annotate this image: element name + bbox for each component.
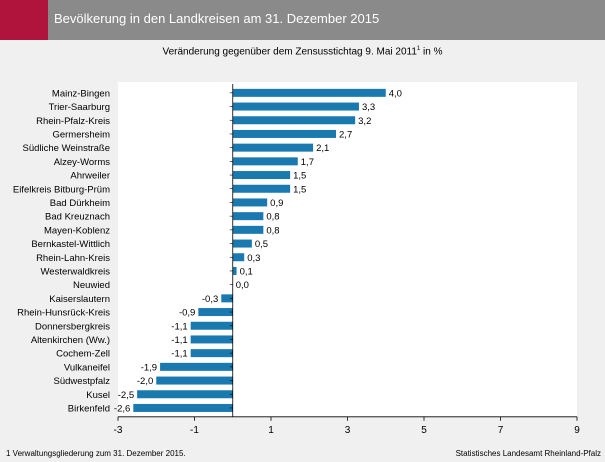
data-label: -1,1 (171, 335, 187, 346)
category-label: Bad Kreuznach (45, 212, 110, 223)
x-tick-label: -3 (114, 425, 123, 436)
data-label: 1,5 (293, 184, 306, 195)
data-label: 0,8 (266, 225, 279, 236)
data-label: 0,8 (266, 212, 279, 223)
category-label: Donnersbergkreis (35, 321, 110, 332)
bar (133, 403, 233, 412)
x-tick-label: 7 (498, 425, 504, 436)
category-label: Rhein-Lahn-Kreis (36, 253, 110, 264)
data-label: 3,2 (358, 116, 371, 127)
bar (221, 294, 233, 303)
category-label: Vulkaneifel (64, 362, 110, 373)
subtitle-text: Veränderung gegenüber dem Zensusstichtag… (162, 46, 417, 58)
subtitle-unit: in % (420, 46, 443, 58)
data-label: 4,0 (389, 88, 402, 99)
category-label: Bernkastel-Wittlich (31, 239, 110, 250)
bar (156, 376, 233, 385)
plot-area (118, 82, 577, 417)
header-accent (0, 0, 48, 40)
category-label: Ahrweiler (70, 171, 110, 182)
x-tick-label: 1 (268, 425, 274, 436)
bar (137, 390, 233, 399)
footnote: 1 Verwaltungsgliederung zum 31. Dezember… (6, 449, 186, 458)
category-label: Kaiserslautern (49, 294, 110, 305)
x-tick-label: 5 (421, 425, 427, 436)
bar (232, 225, 264, 234)
bar (232, 102, 359, 111)
bar (232, 143, 314, 152)
data-label: -2,6 (114, 403, 130, 414)
data-label: 2,7 (339, 129, 352, 140)
x-tick-label: 9 (574, 425, 580, 436)
data-label: -0,3 (202, 294, 218, 305)
bar (232, 212, 264, 221)
category-label: Eifelkreis Bitburg-Prüm (13, 184, 110, 195)
data-label: 0,5 (255, 239, 268, 250)
x-tick-label: 3 (345, 425, 351, 436)
category-label: Birkenfeld (68, 403, 110, 414)
bar (232, 157, 298, 166)
data-label: -1,1 (171, 321, 187, 332)
category-label: Rhein-Pfalz-Kreis (36, 116, 110, 127)
bar (232, 266, 237, 275)
header-bar: Bevölkerung in den Landkreisen am 31. De… (0, 0, 605, 40)
data-label: -1,1 (171, 349, 187, 360)
chart-subtitle: Veränderung gegenüber dem Zensusstichtag… (0, 46, 605, 57)
data-label: 0,1 (240, 266, 253, 277)
category-label: Neuwied (73, 280, 110, 291)
bar (232, 253, 245, 262)
category-label: Altenkirchen (Ww.) (31, 335, 110, 346)
bar (232, 198, 268, 207)
data-label: -1,9 (141, 362, 157, 373)
category-label: Mainz-Bingen (52, 88, 110, 99)
bar (232, 184, 291, 193)
source-note: Statistisches Landesamt Rheinland-Pfalz (455, 449, 601, 458)
category-label: Trier-Saarburg (49, 102, 110, 113)
data-label: -0,9 (179, 308, 195, 319)
subtitle-footnote-mark: 1 (416, 46, 421, 52)
category-label: Bad Dürkheim (50, 198, 110, 209)
bar (232, 239, 252, 248)
chart-title: Bevölkerung in den Landkreisen am 31. De… (54, 11, 380, 26)
category-label: Rhein-Hunsrück-Kreis (17, 308, 110, 319)
bar (232, 171, 291, 180)
category-label: Cochem-Zell (56, 349, 110, 360)
bar (160, 362, 233, 371)
data-label: -2,5 (118, 390, 134, 401)
category-label: Südwestpfalz (53, 376, 110, 387)
category-label: Germersheim (52, 129, 110, 140)
data-label: -2,0 (137, 376, 153, 387)
category-label: Südliche Weinstraße (23, 143, 110, 154)
data-label: 1,7 (301, 157, 314, 168)
category-label: Alzey-Worms (54, 157, 111, 168)
data-label: 0,0 (236, 280, 249, 291)
category-label: Westerwaldkreis (40, 266, 110, 277)
data-label: 0,9 (270, 198, 283, 209)
data-label: 0,3 (247, 253, 260, 264)
data-label: 3,3 (362, 102, 375, 113)
data-label: 1,5 (293, 171, 306, 182)
bar (190, 335, 233, 344)
x-tick-label: -1 (190, 425, 199, 436)
bar (190, 321, 233, 330)
category-label: Kusel (86, 390, 110, 401)
bar (232, 88, 386, 97)
bar (232, 129, 337, 138)
category-label: Mayen-Koblenz (44, 225, 110, 236)
bar (232, 116, 356, 125)
data-label: 2,1 (316, 143, 329, 154)
bar (198, 308, 233, 317)
bar (190, 349, 233, 358)
